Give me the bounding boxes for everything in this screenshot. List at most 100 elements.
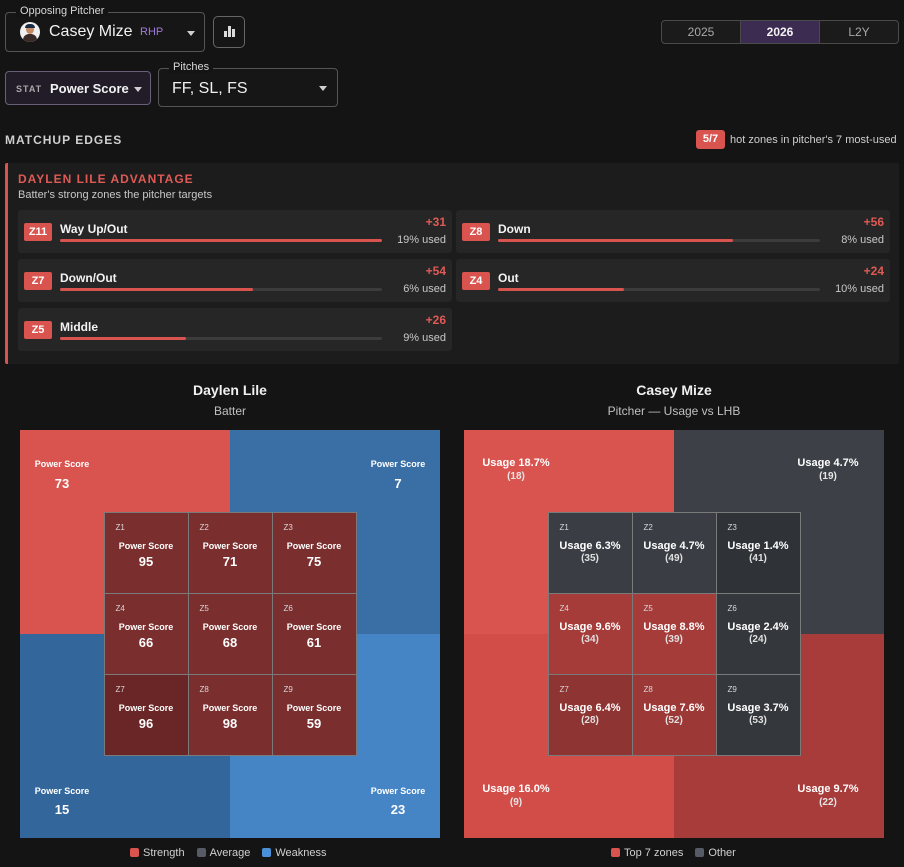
season-toggle[interactable]: 2025 2026 L2Y bbox=[661, 20, 899, 44]
outer-zone-label: Power Score bbox=[34, 786, 90, 796]
zone-value: 66 bbox=[138, 634, 154, 650]
zone-card: Z5 Middle +26 9% used bbox=[18, 308, 452, 351]
batter-advantage-panel: DAYLEN LILE ADVANTAGE Batter's strong zo… bbox=[5, 163, 899, 364]
zone-cell: Z7 Power Score 96 bbox=[103, 674, 189, 757]
outer-zone-usage: Usage 4.7% bbox=[797, 457, 859, 469]
zone-cell: Z6 Power Score 61 bbox=[271, 592, 357, 676]
zone-id: Z9 bbox=[283, 685, 293, 695]
legend-item: Top 7 zones bbox=[611, 847, 683, 859]
outer-zone-usage: Usage 18.7% bbox=[482, 457, 550, 469]
zone-name: Out bbox=[498, 271, 519, 285]
zone-metric-label: Power Score bbox=[286, 703, 342, 714]
season-option-l2y[interactable]: L2Y bbox=[848, 25, 870, 39]
strike-zone-grid: Z1 Power Score 95 Z2 Power Score 71 Z3 Power Sc… bbox=[103, 511, 357, 757]
zone-delta: +54 bbox=[425, 264, 446, 278]
zone-cell: Z3 Usage 1.4% (41) bbox=[715, 511, 801, 594]
zone-usage: Usage 6.4% bbox=[559, 702, 621, 715]
zone-cell: Z3 Power Score 75 bbox=[271, 511, 357, 594]
hot-zones-text: hot zones in pitcher's 7 most-used bbox=[730, 134, 897, 146]
advantage-title: DAYLEN LILE ADVANTAGE bbox=[18, 172, 194, 186]
pitcher-avatar bbox=[20, 22, 40, 42]
zone-id: Z8 bbox=[199, 685, 209, 695]
outer-zone-count: (18) bbox=[507, 471, 525, 482]
zone-tag: Z8 bbox=[462, 223, 490, 241]
zone-usage: Usage 3.7% bbox=[727, 702, 789, 715]
zone-cell: Z4 Power Score 66 bbox=[103, 592, 189, 676]
legend-swatch bbox=[695, 848, 705, 857]
chevron-down-icon bbox=[319, 86, 327, 91]
zone-id: Z1 bbox=[559, 522, 569, 532]
zone-id: Z2 bbox=[643, 522, 653, 532]
zone-cell: Z8 Power Score 98 bbox=[187, 674, 273, 757]
zone-card: Z7 Down/Out +54 6% used bbox=[18, 259, 452, 302]
batter-zone-map: Power Score 73 Power Score 7 Power Score 15 Po… bbox=[20, 430, 440, 838]
zone-used: 10% used bbox=[835, 283, 884, 295]
outer-zone-value: 7 bbox=[394, 476, 402, 491]
season-option-2026[interactable]: 2026 bbox=[741, 21, 820, 43]
zone-metric-label: Power Score bbox=[118, 621, 174, 632]
zone-count: (41) bbox=[749, 552, 767, 564]
zone-delta: +56 bbox=[863, 215, 884, 229]
opposing-pitcher-select[interactable]: Opposing Pitcher Casey Mize RHP bbox=[5, 5, 205, 52]
zone-id: Z7 bbox=[115, 685, 125, 695]
zone-count: (39) bbox=[665, 633, 683, 645]
batter-map-legend: Strength Average Weakness bbox=[130, 847, 327, 859]
zone-usage: Usage 4.7% bbox=[643, 539, 705, 552]
zone-value: 59 bbox=[306, 716, 322, 732]
zone-card: Z4 Out +24 10% used bbox=[456, 259, 890, 302]
zone-cell: Z1 Usage 6.3% (35) bbox=[547, 511, 633, 594]
zone-cell: Z5 Usage 8.8% (39) bbox=[631, 592, 717, 676]
zone-value: 95 bbox=[138, 553, 154, 569]
zone-count: (34) bbox=[581, 633, 599, 645]
zone-cell: Z1 Power Score 95 bbox=[103, 511, 189, 594]
zone-cell: Z8 Usage 7.6% (52) bbox=[631, 674, 717, 757]
zone-used: 8% used bbox=[841, 234, 884, 246]
matchup-edges-title: MATCHUP EDGES bbox=[5, 133, 123, 147]
zone-metric-label: Power Score bbox=[202, 621, 258, 632]
pitcher-hand-badge: RHP bbox=[140, 26, 164, 38]
chart-view-button[interactable] bbox=[213, 16, 245, 48]
zone-tag: Z5 bbox=[24, 321, 52, 339]
zone-delta: +31 bbox=[425, 215, 446, 229]
legend-label: Average bbox=[209, 847, 251, 859]
zone-name: Down/Out bbox=[60, 271, 117, 285]
pitches-select[interactable]: Pitches FF, SL, FS bbox=[158, 61, 338, 107]
legend-label: Weakness bbox=[275, 847, 327, 859]
zone-count: (53) bbox=[749, 715, 767, 727]
zone-metric-label: Power Score bbox=[118, 703, 174, 714]
zone-usage-bar bbox=[498, 288, 820, 291]
zone-value: 75 bbox=[306, 553, 322, 569]
zone-card: Z11 Way Up/Out +31 19% used bbox=[18, 210, 452, 253]
zone-name: Down bbox=[498, 222, 531, 236]
legend-swatch bbox=[611, 848, 620, 857]
zone-usage-bar bbox=[60, 337, 382, 340]
zone-used: 19% used bbox=[397, 234, 446, 246]
legend-label: Other bbox=[708, 847, 736, 859]
zone-cell: Z5 Power Score 68 bbox=[187, 592, 273, 676]
hot-zones-badge: 5/7 bbox=[696, 130, 725, 149]
zone-tag: Z7 bbox=[24, 272, 52, 290]
zone-cell: Z9 Usage 3.7% (53) bbox=[715, 674, 801, 757]
zone-cell: Z6 Usage 2.4% (24) bbox=[715, 592, 801, 676]
pitcher-map-title: Casey Mize bbox=[636, 382, 712, 398]
zone-metric-label: Power Score bbox=[286, 621, 342, 632]
zone-delta: +24 bbox=[863, 264, 884, 278]
zone-metric-label: Power Score bbox=[202, 540, 258, 551]
zone-delta: +26 bbox=[425, 313, 446, 327]
zone-usage: Usage 1.4% bbox=[727, 539, 789, 552]
season-option-2025[interactable]: 2025 bbox=[662, 21, 741, 43]
zone-name: Middle bbox=[60, 320, 98, 334]
legend-item: Strength bbox=[130, 847, 185, 859]
outer-zone-count: (19) bbox=[819, 471, 837, 482]
zone-count: (52) bbox=[665, 715, 683, 727]
zone-usage: Usage 9.6% bbox=[559, 620, 621, 633]
stat-select[interactable]: STAT Power Score bbox=[5, 71, 151, 105]
zone-id: Z5 bbox=[199, 603, 209, 613]
legend-swatch bbox=[262, 848, 272, 857]
zone-count: (28) bbox=[581, 715, 599, 727]
zone-cell: Z7 Usage 6.4% (28) bbox=[547, 674, 633, 757]
zone-metric-label: Power Score bbox=[286, 540, 342, 551]
zone-count: (49) bbox=[665, 552, 683, 564]
zone-id: Z5 bbox=[643, 603, 653, 613]
zone-id: Z6 bbox=[283, 603, 293, 613]
